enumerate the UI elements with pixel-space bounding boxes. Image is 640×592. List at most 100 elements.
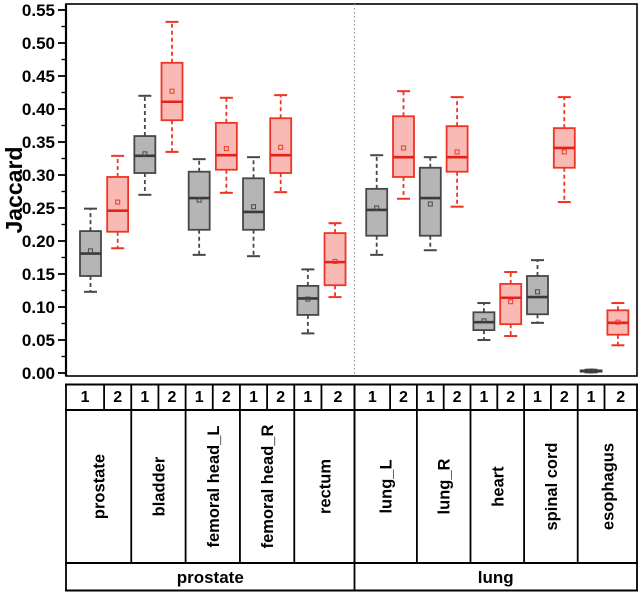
y-tick-label: 0.00 bbox=[22, 364, 55, 383]
boxes-layer bbox=[79, 20, 630, 374]
box-femoral-head_L-1 bbox=[187, 158, 211, 256]
y-tick-label: 0.40 bbox=[22, 100, 55, 119]
rep-label: 2 bbox=[560, 389, 569, 406]
mean-marker bbox=[534, 289, 541, 295]
y-tick-label: 0.25 bbox=[22, 199, 55, 218]
box-rectum-2 bbox=[323, 222, 347, 299]
mean-marker bbox=[615, 319, 621, 325]
group-label-prostate: prostate bbox=[177, 568, 244, 587]
box-heart-1 bbox=[472, 302, 496, 341]
iqr-box bbox=[242, 177, 265, 231]
box-femoral-head_R-1 bbox=[242, 156, 265, 258]
y-tick-label: 0.20 bbox=[22, 232, 55, 251]
iqr-box bbox=[296, 284, 320, 316]
organ-label-heart: heart bbox=[489, 466, 507, 507]
box-lung_L-2 bbox=[392, 90, 415, 200]
box-spinal-cord-1 bbox=[526, 259, 549, 324]
rep-label: 2 bbox=[222, 389, 231, 406]
box-femoral-head_L-2 bbox=[214, 96, 238, 194]
rep-label: 1 bbox=[249, 389, 258, 406]
rep-label: 1 bbox=[195, 389, 204, 406]
rep-label: 2 bbox=[506, 389, 515, 406]
mean-marker bbox=[481, 318, 487, 324]
mean-marker bbox=[278, 144, 284, 150]
box-esophagus-2 bbox=[606, 302, 630, 347]
y-tick-label: 0.05 bbox=[22, 331, 55, 350]
rep-label: 1 bbox=[426, 389, 435, 406]
box-rectum-1 bbox=[296, 268, 320, 335]
iqr-box bbox=[187, 170, 211, 231]
mean-marker bbox=[508, 299, 514, 305]
box-esophagus-1 bbox=[579, 368, 603, 374]
iqr-box bbox=[160, 61, 184, 122]
mean-marker bbox=[588, 368, 594, 374]
rep-label: 1 bbox=[81, 389, 90, 406]
iqr-box bbox=[365, 187, 389, 237]
box-femoral-head_R-2 bbox=[269, 94, 293, 194]
group-label-lung: lung bbox=[478, 568, 514, 587]
rep-label: 1 bbox=[479, 389, 488, 406]
y-tick-label: 0.35 bbox=[22, 133, 55, 152]
y-tick-label: 0.15 bbox=[22, 265, 55, 284]
y-tick-label: 0.55 bbox=[22, 1, 55, 20]
iqr-box bbox=[133, 135, 157, 174]
y-tick-label: 0.10 bbox=[22, 298, 55, 317]
mean-marker bbox=[332, 258, 338, 265]
rep-label: 2 bbox=[616, 389, 625, 406]
box-lung_R-2 bbox=[445, 96, 469, 208]
box-prostate-1 bbox=[79, 207, 102, 293]
y-tick-label: 0.30 bbox=[22, 166, 55, 185]
rep-label: 2 bbox=[168, 389, 177, 406]
rep-label: 1 bbox=[303, 389, 312, 406]
mean-marker bbox=[87, 248, 94, 254]
mean-marker bbox=[223, 146, 229, 152]
rep-label: 1 bbox=[533, 389, 542, 406]
iqr-box bbox=[392, 115, 415, 178]
y-axis-title: Jaccard bbox=[1, 147, 27, 234]
rep-label: 2 bbox=[399, 389, 408, 406]
mean-marker bbox=[374, 205, 380, 211]
mean-marker bbox=[454, 149, 460, 155]
organ-label-bladder: bladder bbox=[150, 456, 168, 516]
organ-label-lung_L: lung_L bbox=[378, 459, 396, 513]
mean-marker bbox=[169, 88, 175, 94]
organ-label-esophagus: esophagus bbox=[599, 443, 617, 530]
rep-label: 2 bbox=[334, 389, 343, 406]
box-bladder-1 bbox=[133, 94, 157, 196]
mean-marker bbox=[427, 201, 433, 207]
organ-label-spinal-cord: spinal cord bbox=[543, 442, 561, 530]
mean-marker bbox=[400, 145, 407, 151]
organ-label-lung_R: lung_R bbox=[436, 458, 454, 514]
plot-frame bbox=[65, 3, 638, 377]
box-lung_L-1 bbox=[365, 154, 389, 256]
mean-marker bbox=[561, 149, 567, 155]
rep-label: 2 bbox=[113, 389, 122, 406]
box-heart-2 bbox=[499, 271, 523, 338]
y-tick-label: 0.50 bbox=[22, 34, 55, 53]
rep-label: 1 bbox=[587, 389, 596, 406]
box-prostate-2 bbox=[106, 154, 130, 250]
rep-label: 2 bbox=[453, 389, 462, 406]
box-bladder-2 bbox=[160, 20, 184, 153]
rep-label: 1 bbox=[368, 389, 377, 406]
iqr-box bbox=[445, 125, 469, 173]
y-tick-label: 0.45 bbox=[22, 67, 55, 86]
organ-label-rectum: rectum bbox=[316, 459, 334, 514]
box-lung_R-1 bbox=[418, 156, 442, 252]
mean-marker bbox=[142, 151, 148, 157]
box-spinal-cord-2 bbox=[552, 96, 576, 204]
mean-marker bbox=[196, 197, 202, 203]
mean-marker bbox=[115, 199, 121, 205]
mean-marker bbox=[305, 296, 311, 302]
mean-marker bbox=[250, 204, 257, 210]
organ-label-femoral-head_R: femoral head_R bbox=[259, 425, 277, 549]
rep-label: 1 bbox=[140, 389, 149, 406]
organ-label-prostate: prostate bbox=[91, 454, 109, 519]
y-axis-ticks: 0.00 0.05 0.10 0.15 0.20 0.25 0.30 0.35 0.40 0.45… bbox=[22, 1, 66, 383]
organ-label-femoral-head_L: femoral head_L bbox=[205, 426, 223, 548]
rep-label: 2 bbox=[276, 389, 285, 406]
iqr-box bbox=[526, 275, 549, 316]
